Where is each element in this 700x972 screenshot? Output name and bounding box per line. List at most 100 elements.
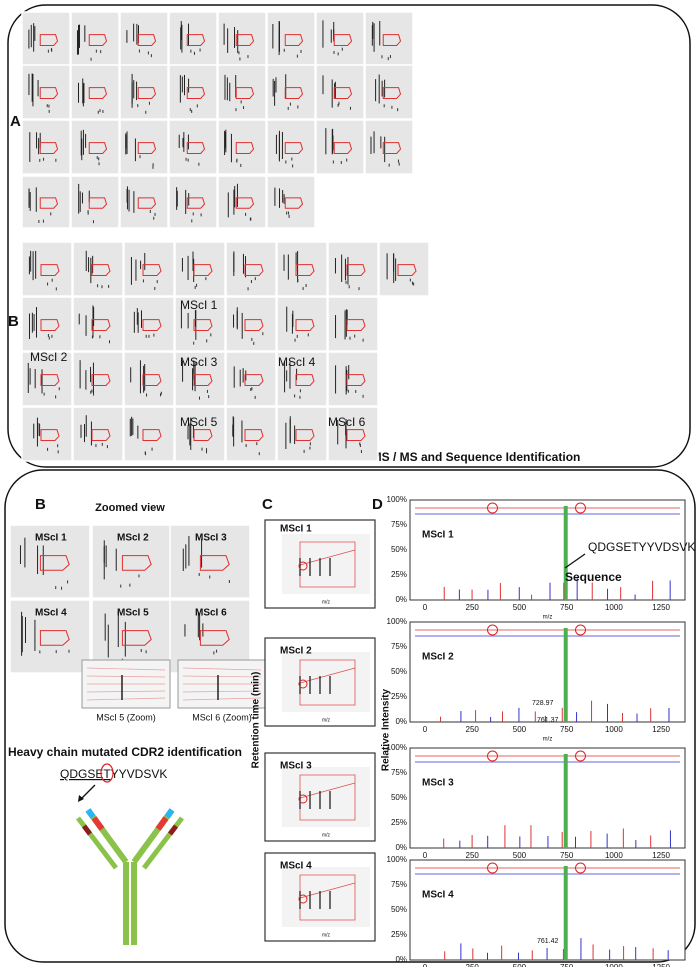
region (382, 87, 402, 99)
mscl-label: MScI 6 (328, 415, 366, 429)
region (88, 142, 108, 154)
region (284, 87, 304, 99)
gel-tile (327, 406, 379, 462)
gel-tile (327, 351, 379, 407)
gel-tile (217, 11, 267, 67)
y-tick-label: 100% (387, 743, 407, 752)
peak-label: 761.37 (537, 717, 559, 724)
gel-tile (276, 351, 328, 407)
gel-tile (378, 241, 430, 297)
y-tick-label: 0% (395, 595, 407, 604)
x-tick-label: 500 (513, 603, 527, 612)
region (137, 34, 157, 46)
region (91, 264, 111, 276)
region (88, 197, 108, 209)
peak-label: 728.97 (532, 700, 554, 707)
y-axis-label: Relative Intensity (381, 688, 392, 771)
tile-label: MScI 6 (195, 608, 227, 619)
residue-circle (487, 502, 498, 514)
panel-label: B (35, 496, 46, 513)
region (199, 555, 230, 571)
cdr (155, 816, 169, 831)
region (193, 319, 213, 331)
cdr (91, 816, 105, 831)
mscl-label: MScI 1 (180, 298, 218, 312)
spectrum-label: MScI 1 (422, 530, 454, 541)
region (91, 319, 111, 331)
gel-tile (217, 175, 267, 229)
gel-tile (9, 599, 91, 674)
seq-part: YYVDSVK (111, 767, 168, 781)
x-tick-label: 0 (423, 963, 428, 967)
x-axis-label: m/z (322, 599, 331, 605)
tile-label: MScI 5 (117, 608, 149, 619)
gel-tile (276, 241, 328, 297)
gel-tile (168, 64, 218, 120)
y-tick-label: 100% (387, 855, 407, 864)
region (186, 142, 206, 154)
gel-tile (21, 64, 71, 120)
x-tick-label: 1000 (605, 603, 623, 612)
panel-label: C (262, 496, 273, 513)
region (186, 197, 206, 209)
y-tick-label: 0% (395, 717, 407, 726)
region (142, 374, 162, 386)
x-tick-label: 0 (423, 603, 428, 612)
gel-tile (119, 119, 169, 175)
cdr (164, 808, 175, 819)
gel-tile (72, 406, 124, 462)
gel-tile (119, 64, 169, 120)
y-tick-label: 25% (391, 570, 407, 579)
region (244, 319, 264, 331)
x-tick-label: 750 (560, 851, 574, 860)
zoom-line (182, 690, 262, 693)
zoom-label: MScI 5 (Zoom) (96, 712, 156, 722)
region (137, 87, 157, 99)
region (142, 319, 162, 331)
x-axis-label: m/z (322, 832, 331, 838)
region (235, 87, 255, 99)
gel-tile (21, 11, 71, 67)
mscl-label: MScI 2 (30, 350, 68, 364)
sequence-label: Sequence (565, 570, 622, 584)
gel-tile (21, 296, 73, 352)
x-tick-label: 500 (513, 725, 527, 734)
y-tick-label: 25% (391, 692, 407, 701)
gel-tile (364, 119, 414, 175)
region (346, 429, 366, 441)
gel-tile (21, 119, 71, 175)
x-tick-label: 750 (560, 603, 574, 612)
region (186, 34, 206, 46)
seq-part: QDGSET (60, 767, 111, 781)
gel-tile (72, 296, 124, 352)
gel-tile (72, 241, 124, 297)
zoom-line (86, 675, 166, 678)
x-tick-label: 1000 (605, 725, 623, 734)
y-tick-label: 50% (391, 793, 407, 802)
gel-tile (364, 64, 414, 120)
region (39, 630, 70, 646)
gel-tile (70, 119, 120, 175)
gel-tile (217, 119, 267, 175)
region (333, 34, 353, 46)
spectrum-frame (409, 747, 686, 849)
region (284, 142, 304, 154)
gel-tile (174, 296, 226, 352)
x-axis-label: m/z (543, 615, 553, 621)
region (193, 374, 213, 386)
gel-tile (123, 241, 175, 297)
gel-tile (168, 11, 218, 67)
top-frame (7, 4, 691, 468)
x-tick-label: 1250 (652, 725, 670, 734)
arrow (79, 784, 96, 801)
y-tick-label: 75% (391, 642, 407, 651)
region (186, 87, 206, 99)
sequence: QDGSETYYVDSVK (588, 540, 695, 554)
region (295, 319, 315, 331)
gel-tile (119, 175, 169, 229)
arrow (564, 553, 586, 569)
gel-tile (168, 175, 218, 229)
chromatogram-area (282, 652, 370, 712)
plot-label: MScI 2 (280, 646, 312, 657)
x-tick-label: 0 (423, 851, 428, 860)
